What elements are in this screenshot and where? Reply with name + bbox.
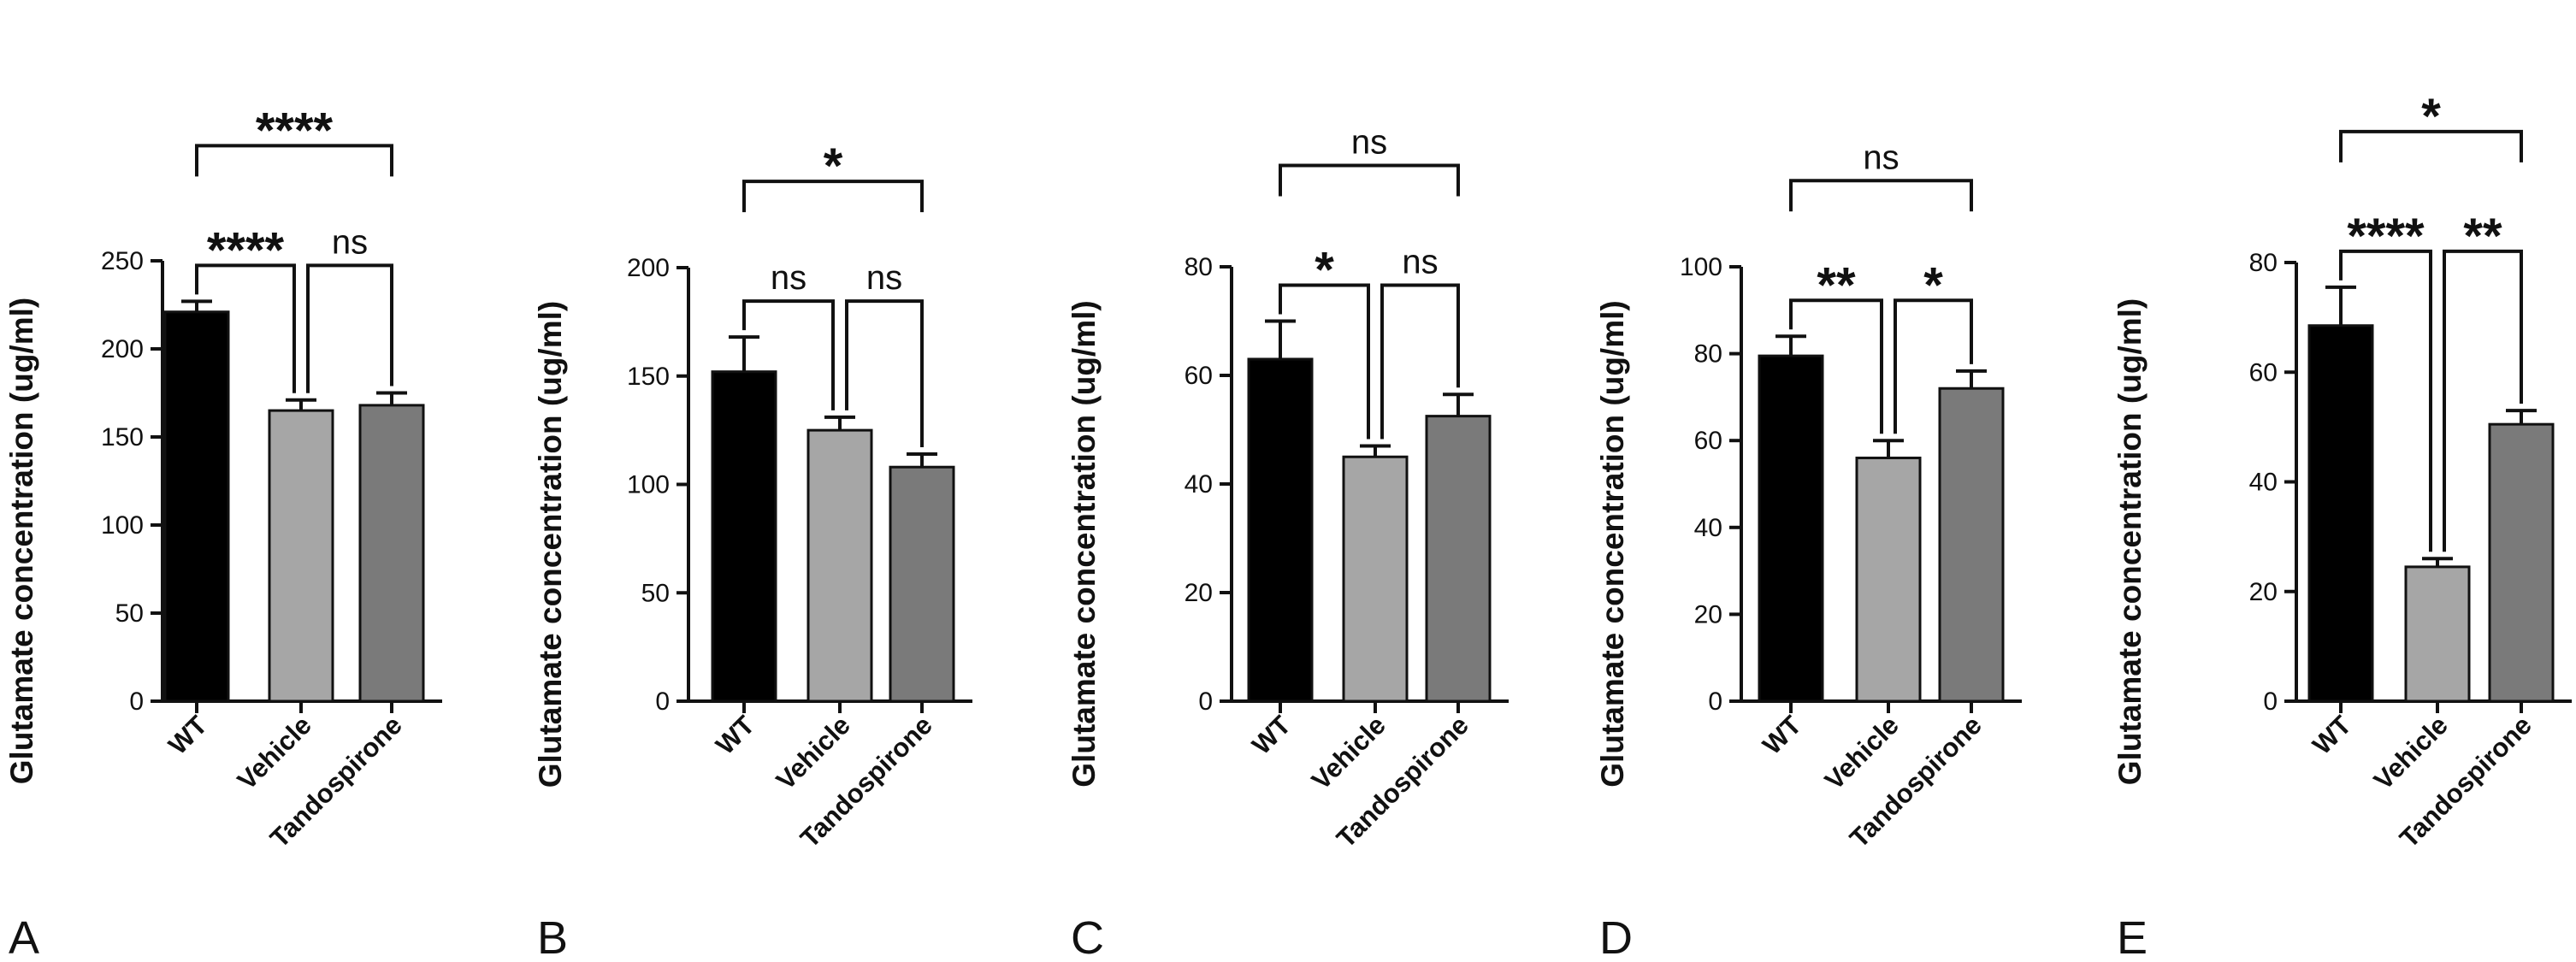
panel-letter: A — [9, 912, 39, 962]
bar-wt — [1758, 354, 1824, 703]
significance-bracket — [742, 180, 924, 213]
significance-label: * — [1315, 243, 1334, 298]
significance-bracket — [195, 144, 393, 177]
significance-label: * — [1923, 257, 1943, 313]
bar-vehicle — [2404, 565, 2471, 703]
significance-bracket — [1894, 298, 1973, 434]
y-tick-label: 40 — [1694, 514, 1722, 542]
significance-label: **** — [256, 103, 334, 158]
y-tick-label: 60 — [1694, 427, 1722, 455]
panel-e: 0 20 40 60 80 Glutamate concentration (ug/ml)… — [2112, 89, 2572, 962]
y-axis-title: Glutamate concentration (ug/ml) — [1066, 300, 1102, 787]
significance-bracket — [2339, 249, 2432, 552]
bar-vehicle — [1342, 455, 1409, 703]
bar-wt — [163, 310, 230, 703]
y-axis-title: Glutamate concentration (ug/ml) — [4, 298, 39, 784]
category-label-vehicle: Vehicle — [1306, 710, 1391, 795]
bar-vehicle — [268, 409, 334, 703]
significance-bracket — [195, 263, 296, 393]
significance-bracket — [1789, 179, 1973, 212]
significance-label: ns — [771, 259, 806, 297]
panel-letter: B — [537, 912, 568, 962]
category-label-wt: WT — [710, 710, 760, 760]
y-axis-title: Glutamate concentration (ug/ml) — [533, 301, 568, 788]
y-tick-label: 100 — [101, 511, 144, 540]
panel-letter: E — [2117, 912, 2148, 962]
category-label-vehicle: Vehicle — [2368, 710, 2454, 795]
y-tick-label: 80 — [1694, 340, 1722, 369]
y-tick-label: 40 — [2249, 469, 2278, 497]
y-tick-label: 0 — [655, 688, 670, 716]
bar-wt — [1247, 357, 1314, 703]
y-tick-label: 20 — [1694, 600, 1722, 629]
significance-label: ns — [1402, 244, 1438, 281]
y-axis-title: Glutamate concentration (ug/ml) — [2112, 298, 2148, 785]
significance-bracket — [1789, 298, 1883, 434]
significance-label: ns — [1351, 124, 1387, 162]
significance-label: * — [2421, 89, 2441, 145]
significance-label: ** — [2463, 209, 2502, 264]
y-tick-label: 0 — [129, 688, 144, 716]
y-tick-label: 200 — [101, 335, 144, 363]
bar-vehicle — [806, 428, 873, 703]
y-tick-label: 60 — [2249, 358, 2278, 387]
bar-tandospirone — [1938, 387, 2005, 703]
y-tick-label: 50 — [641, 579, 670, 607]
y-tick-label: 20 — [2249, 578, 2278, 606]
significance-bracket — [1380, 283, 1460, 440]
category-label-wt: WT — [162, 710, 213, 760]
significance-label: ns — [866, 259, 902, 297]
panel-a: 0 50 100 150 200 250 Glutamate concentration (… — [4, 103, 442, 962]
significance-label: ** — [1817, 257, 1856, 313]
panel-c: 0 20 40 60 80 Glutamate concentration (ug/ml)… — [1066, 124, 1509, 962]
significance-bracket — [2339, 129, 2523, 162]
bar-tandospirone — [889, 465, 955, 703]
category-label-wt: WT — [1757, 710, 1807, 760]
bar-tandospirone — [2488, 422, 2555, 703]
bar-tandospirone — [1425, 415, 1492, 703]
category-label-vehicle: Vehicle — [1819, 710, 1905, 795]
y-tick-label: 200 — [627, 254, 670, 282]
y-tick-label: 50 — [115, 599, 144, 628]
panel-b: 0 50 100 150 200 Glutamate concentration (ug/… — [533, 139, 972, 962]
y-tick-label: 20 — [1185, 579, 1213, 607]
y-tick-label: 80 — [1185, 253, 1213, 281]
y-tick-label: 150 — [627, 363, 670, 391]
y-tick-label: 80 — [2249, 249, 2278, 277]
significance-label: **** — [207, 222, 285, 278]
significance-bracket — [1279, 163, 1460, 197]
bar-vehicle — [1855, 457, 1922, 703]
significance-label: ns — [332, 223, 368, 261]
y-tick-label: 0 — [2263, 688, 2278, 716]
significance-label: * — [824, 139, 843, 194]
category-label-vehicle: Vehicle — [232, 710, 317, 795]
significance-bracket — [742, 299, 835, 410]
significance-bracket — [1279, 283, 1370, 440]
y-tick-label: 150 — [101, 423, 144, 451]
bar-wt — [2307, 324, 2374, 703]
bar-tandospirone — [358, 404, 425, 703]
y-tick-label: 0 — [1708, 688, 1722, 716]
panel-d: 0 20 40 60 80 100 Glutamate concentration (ug/… — [1595, 139, 2022, 962]
y-tick-label: 250 — [101, 247, 144, 275]
y-tick-label: 60 — [1185, 362, 1213, 390]
significance-label: **** — [2347, 209, 2425, 264]
panel-letter: D — [1599, 912, 1633, 962]
y-tick-label: 100 — [627, 471, 670, 499]
y-tick-label: 100 — [1680, 253, 1722, 281]
significance-bracket — [306, 263, 393, 393]
significance-bracket — [2443, 249, 2523, 552]
bar-wt — [711, 370, 777, 703]
y-tick-label: 40 — [1185, 470, 1213, 499]
y-axis-title: Glutamate concentration (ug/ml) — [1595, 300, 1630, 787]
category-label-wt: WT — [1246, 710, 1297, 760]
panel-letter: C — [1071, 912, 1104, 962]
significance-label: ns — [1863, 139, 1899, 176]
category-label-wt: WT — [2307, 710, 2357, 760]
y-tick-label: 0 — [1198, 688, 1213, 716]
significance-bracket — [845, 299, 924, 448]
